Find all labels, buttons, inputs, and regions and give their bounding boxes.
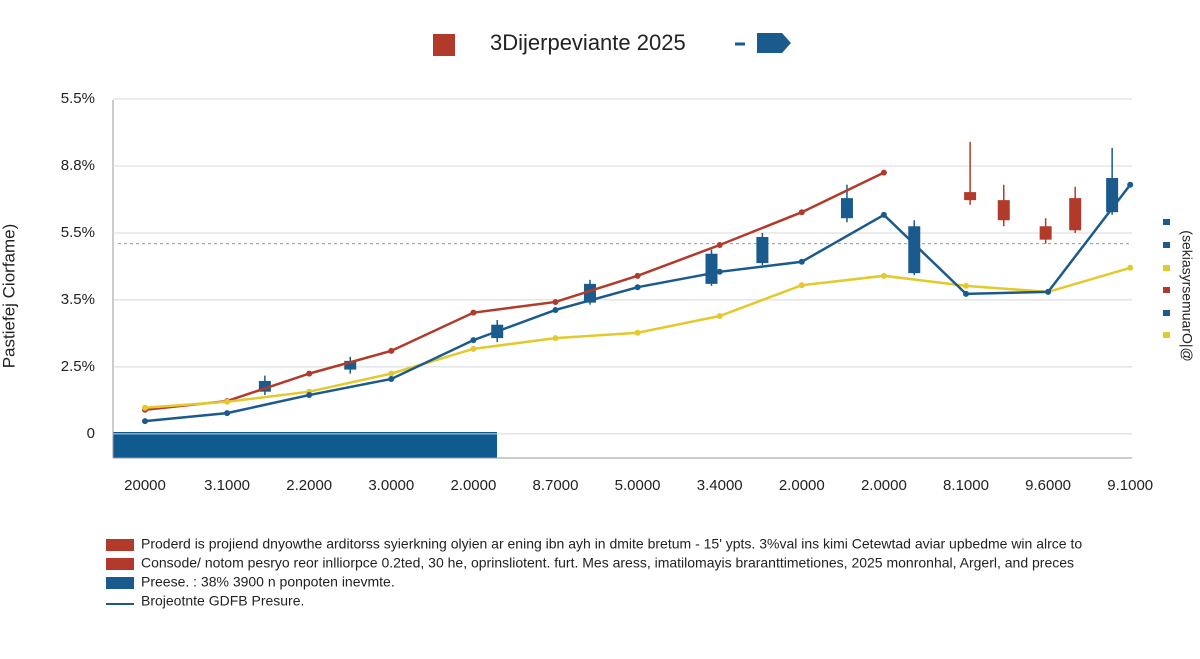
side-swatch [1163,265,1170,271]
point [716,313,723,320]
legend-label: Proderd is projiend dnyowthe arditorss s… [141,536,1082,552]
side-swatch [1163,219,1170,225]
y-axis-label: Pastiefej Ciorfame) [0,224,18,369]
point [552,298,559,305]
x-tick-label: 2.0000 [779,477,825,494]
candle-body [1039,226,1052,240]
side-swatch [1163,332,1170,338]
legend-label: Preese. : 38% 3900 n ponpoten inevmte. [141,574,395,590]
series-line [144,171,885,412]
candle-body [344,360,357,370]
point [224,398,231,405]
x-tick-label: 3.0000 [368,477,414,494]
point [1127,181,1134,188]
point [388,375,395,382]
point [470,345,477,352]
y-tick-label: 2.5% [61,358,95,375]
point [634,272,641,279]
point [716,242,723,249]
y-tick-label: 5.5% [61,90,95,107]
point [880,272,887,279]
point [798,209,805,216]
legend-label: Brojeotnte GDFB Presure. [141,593,304,609]
point [963,282,969,289]
point [1127,264,1134,271]
candle-body [840,198,853,219]
chart-title: 3Dijerpeviante 2025 [490,30,686,55]
x-tick-label: 20000 [124,477,166,494]
x-tick-label: 2.2000 [286,477,332,494]
point [634,329,641,336]
candle-body [908,226,921,274]
point [388,347,395,354]
candle-body [583,283,596,303]
point [716,268,723,275]
point [306,392,313,399]
title-icon [433,34,455,56]
side-swatch [1163,287,1170,293]
side-swatch [1163,242,1170,248]
candle-body [1069,198,1082,231]
legend-swatch [106,577,134,589]
point [798,282,805,289]
point [306,370,313,377]
x-tick-label: 2.0000 [861,477,907,494]
y-tick-label: 8.8% [61,157,95,174]
point [634,284,641,291]
point [798,258,805,265]
point [142,404,148,411]
point [552,335,559,342]
side-legend [1163,219,1170,338]
x-tick-label: 8.7000 [533,477,579,494]
candle-body [258,380,271,392]
point [224,410,231,417]
point [470,309,477,316]
x-tick-label: 3.4000 [697,477,743,494]
x-tick-label: 9.6000 [1025,477,1071,494]
candle-body [997,200,1010,221]
x-tick-label: 8.1000 [943,477,989,494]
side-label: (sekiasyrsemuarO|@ [1179,230,1195,361]
candle-body [756,236,769,264]
y-tick-label: 3.5% [61,291,95,308]
candle-body [964,192,977,201]
candle-body [705,253,718,284]
side-swatch [1163,310,1170,316]
x-tick-label: 3.1000 [204,477,250,494]
x-tick-label: 2.0000 [450,477,496,494]
point [470,337,477,344]
series-line [144,183,1132,423]
base-band [113,432,497,458]
point [388,370,395,377]
legend-swatch [106,539,134,551]
point [880,211,887,218]
x-tick-label: 9.1000 [1107,477,1153,494]
point [552,306,559,313]
point [1045,288,1052,295]
y-tick-label: 5.5% [61,224,95,241]
title-icon [757,33,791,53]
point [880,169,887,176]
point [142,418,148,425]
point [963,290,969,297]
legend-swatch [106,558,134,570]
legend-label: Consode/ notom pesryo reor inlliorpce 0.… [141,555,1074,571]
x-tick-label: 5.0000 [615,477,661,494]
y-tick-label: 0 [87,425,95,442]
